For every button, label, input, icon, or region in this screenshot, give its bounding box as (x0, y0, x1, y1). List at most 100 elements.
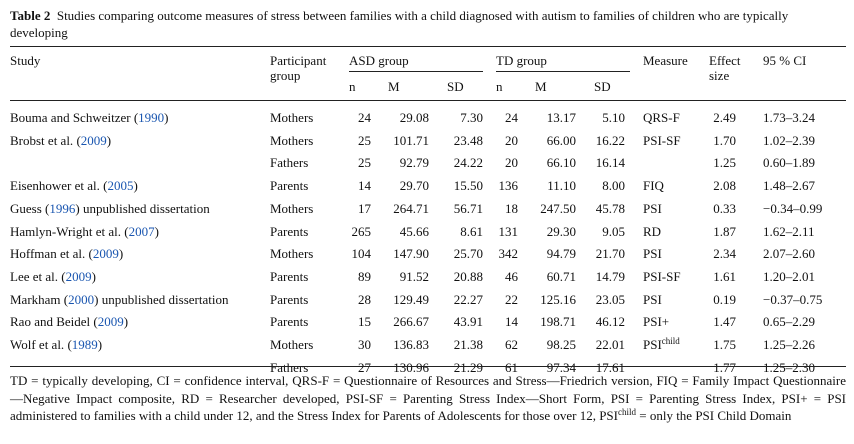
study-author: Eisenhower et al. (10, 178, 100, 194)
measure-text: PSI (643, 337, 662, 352)
td-m-cell: 198.71 (540, 314, 576, 330)
study-year-link[interactable]: 2005 (107, 178, 134, 194)
study-author: Wolf et al. (10, 337, 65, 352)
study-author: Bouma and Schweitzer (10, 110, 131, 125)
table-row: Rao and Beidel (2009) Parents 15 266.67 43.9… (0, 311, 854, 333)
asd-n-cell: 25 (358, 155, 371, 171)
table-row: Bouma and Schweitzer (1990) Mothers 24 29.0… (0, 107, 854, 129)
header-asd-n: n (349, 79, 356, 94)
td-n-cell: 62 (505, 337, 518, 352)
study-year-link[interactable]: 2009 (65, 268, 92, 284)
td-n-cell: 20 (505, 132, 518, 148)
measure-cell: PSI (643, 289, 662, 311)
ci-cell: 1.25–2.26 (763, 337, 815, 352)
asd-n-cell: 25 (358, 132, 371, 148)
ci-cell: 2.07–2.60 (763, 246, 815, 262)
header-asd-sd: SD (447, 79, 464, 94)
effect-size-cell: 0.19 (713, 291, 736, 307)
td-sd-cell: 23.05 (595, 291, 625, 307)
study-year-link[interactable]: 1990 (138, 110, 165, 125)
study-author: Brobst et al. (10, 132, 74, 148)
study-author: Rao and Beidel (10, 314, 91, 330)
effect-size-cell: 1.70 (713, 132, 736, 148)
measure-text: PSI (643, 246, 662, 262)
effect-size-cell: 1.25 (713, 155, 736, 171)
td-m-cell: 60.71 (546, 268, 576, 284)
measure-text: PSI+ (643, 314, 670, 330)
header-td-sd: SD (594, 79, 611, 94)
measure-cell: PSI-SF (643, 130, 681, 152)
footnote-superscript: child (618, 407, 636, 417)
study-author: Hamlyn-Wright et al. (10, 223, 122, 239)
td-n-cell: 61 (505, 359, 518, 375)
td-m-cell: 98.25 (546, 337, 576, 352)
header-asd-m: M (388, 79, 400, 94)
asd-n-cell: 24 (358, 110, 371, 125)
study-cell: Markham (2000) unpublished dissertation (10, 291, 229, 307)
td-sd-cell: 17.61 (595, 359, 625, 375)
td-sd-cell: 16.22 (595, 132, 625, 148)
asd-n-cell: 28 (358, 291, 371, 307)
td-m-cell: 13.17 (546, 110, 576, 125)
study-year-link[interactable]: 2009 (97, 314, 124, 330)
effect-size-cell: 1.47 (713, 314, 736, 330)
study-year-link[interactable]: 1989 (71, 337, 98, 352)
asd-n-cell: 30 (358, 337, 371, 352)
study-author: Markham (10, 291, 61, 307)
participant-group-cell: Mothers (270, 246, 314, 262)
td-sd-cell: 14.79 (595, 268, 625, 284)
measure-cell: PSI+ (643, 311, 669, 333)
study-year-link[interactable]: 2007 (128, 223, 155, 239)
ci-cell: −0.34–0.99 (763, 200, 823, 216)
header-study: Study (10, 53, 41, 68)
caption-text: Studies comparing outcome measures of st… (10, 8, 789, 40)
table-row: Lee et al. (2009) Parents 89 91.52 20.88 46 60… (0, 266, 854, 288)
measure-cell: FIQ (643, 175, 664, 197)
header-effect-size: Effect size (709, 53, 741, 83)
asd-m-cell: 101.71 (393, 132, 429, 148)
asd-m-cell: 45.66 (399, 223, 429, 239)
effect-size-cell: 2.34 (713, 246, 736, 262)
asd-m-cell: 136.83 (393, 337, 429, 352)
measure-text: PSI (643, 200, 662, 216)
measure-text: PSI (643, 291, 662, 307)
ci-cell: 0.60–1.89 (763, 155, 815, 171)
td-sd-cell: 9.05 (602, 223, 625, 239)
study-year-link[interactable]: 1996 (49, 200, 76, 216)
study-year-link[interactable]: 2009 (92, 246, 119, 262)
td-sd-cell: 22.01 (595, 337, 625, 352)
measure-text: QRS-F (643, 110, 680, 125)
table-row: Fathers 25 92.79 24.22 20 66.10 16.14 1.25 0.60–… (0, 152, 854, 174)
asd-sd-cell: 7.30 (460, 110, 483, 125)
asd-sd-cell: 25.70 (453, 246, 483, 262)
footnote-text: TD = typically developing, CI = confiden… (10, 373, 846, 423)
study-cell: Wolf et al. (1989) (10, 337, 103, 352)
effect-size-cell: 1.61 (713, 268, 736, 284)
study-cell: Rao and Beidel (2009) (10, 314, 129, 330)
participant-group-cell: Parents (270, 314, 309, 330)
study-author: Hoffman et al. (10, 246, 86, 262)
header-ci: 95 % CI (763, 53, 807, 68)
study-cell: Guess (1996) unpublished dissertation (10, 200, 210, 216)
ci-cell: 1.02–2.39 (763, 132, 815, 148)
study-note: unpublished dissertation (79, 200, 210, 216)
asd-sd-cell: 8.61 (460, 223, 483, 239)
td-m-cell: 125.16 (540, 291, 576, 307)
td-m-cell: 94.79 (546, 246, 576, 262)
asd-n-cell: 265 (351, 223, 372, 239)
asd-m-cell: 129.49 (393, 291, 429, 307)
study-year-link[interactable]: 2009 (80, 132, 107, 148)
study-cell: Eisenhower et al. (2005) (10, 178, 138, 194)
asd-m-cell: 147.90 (393, 246, 429, 262)
asd-m-cell: 29.70 (399, 178, 429, 194)
header-td-group: TD group (496, 53, 547, 68)
td-m-cell: 66.00 (546, 132, 576, 148)
td-n-cell: 46 (505, 268, 518, 284)
td-n-cell: 18 (505, 200, 518, 216)
participant-group-cell: Mothers (270, 200, 314, 216)
td-n-cell: 14 (505, 314, 518, 330)
table-row: Hoffman et al. (2009) Mothers 104 147.90 25.… (0, 243, 854, 265)
asd-sd-cell: 20.88 (453, 268, 483, 284)
td-group-underline (496, 71, 630, 72)
study-year-link[interactable]: 2000 (68, 291, 95, 307)
